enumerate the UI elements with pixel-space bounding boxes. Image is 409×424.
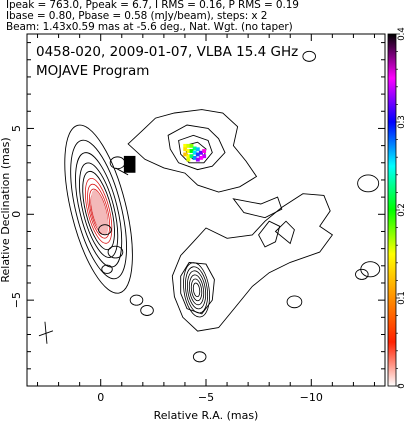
polarization-pixel <box>195 152 200 157</box>
southern-blob <box>258 220 281 248</box>
colorbar <box>387 33 397 387</box>
colorbar-tick-label: 0 <box>397 383 407 388</box>
polarization-pixel <box>186 154 191 159</box>
header-line-1: Ipeak = 763.0, Ppeak = 6.7, I RMS = 0.16… <box>6 0 299 11</box>
polarization-pixel <box>202 149 207 153</box>
polarization-pixel <box>186 149 191 153</box>
polarization-pixel <box>189 149 194 153</box>
noise-contour <box>129 294 144 306</box>
noise-contour <box>109 156 126 170</box>
ticks <box>27 34 385 387</box>
noise-contour <box>192 351 207 363</box>
noise-contour <box>101 264 113 274</box>
polarization-pixel <box>199 155 203 160</box>
connector-line <box>115 167 129 176</box>
noise-contour <box>360 261 381 278</box>
southern-contour-inner <box>188 274 205 306</box>
core-peak <box>91 190 109 236</box>
polarization-pixel <box>183 147 188 152</box>
plot-frame <box>26 33 386 387</box>
polarization-pixel <box>195 157 200 162</box>
polarization-pixel <box>192 146 197 151</box>
noise-contour <box>140 304 154 316</box>
polarization-pixel <box>199 150 203 155</box>
southern-contour-inner <box>192 282 201 298</box>
colorbar-tick-label: 0.3 <box>397 115 407 129</box>
core-contour <box>70 139 127 280</box>
polarization-pixel <box>195 147 200 152</box>
knot-contour-3 <box>178 134 213 164</box>
chart-subtitle: MOJAVE Program <box>36 63 149 79</box>
x-tick-label: −10 <box>300 391 323 404</box>
polarization-pixel <box>189 143 194 148</box>
header-line-3: Beam: 1.43x0.59 mas at -5.6 deg., Nat. W… <box>6 21 293 33</box>
core-contour <box>84 178 113 244</box>
x-axis-label: Relative R.A. (mas) <box>154 409 259 422</box>
noise-contour <box>355 268 369 280</box>
southern-contour-inner <box>185 266 209 314</box>
chart-title: 0458-020, 2009-01-07, VLBA 15.4 GHz <box>36 44 298 60</box>
header-line-2: Ibase = 0.80, Pbase = 0.58 (mJy/beam), s… <box>6 10 268 22</box>
core-contour <box>75 152 123 268</box>
contour-layer <box>38 50 381 363</box>
colorbar-tick-label: 0.1 <box>397 291 407 305</box>
eastern-loop <box>232 196 283 219</box>
noise-contour <box>302 50 316 62</box>
noise-contour <box>357 174 380 193</box>
knot-contour-2 <box>167 124 226 171</box>
polarization-pixel <box>186 143 191 148</box>
y-tick-label: 0 <box>10 211 23 218</box>
noise-contour <box>107 245 124 259</box>
polarization-pixel <box>192 150 197 155</box>
noise-contour <box>98 224 112 236</box>
southern-contour-inner <box>190 278 203 302</box>
y-tick-label: −5 <box>10 292 23 308</box>
polarization-pixel <box>189 154 194 159</box>
core-contour <box>64 124 133 294</box>
polarization-pixel <box>183 143 188 148</box>
noise-contour <box>286 295 303 309</box>
colorbar-tick-label: 0.4 <box>397 27 407 41</box>
y-tick-label: 5 <box>10 125 23 132</box>
polarization-pixel <box>186 157 191 162</box>
knot-outer-contour <box>127 109 258 193</box>
colorbar-tick-label: 0.2 <box>397 203 407 217</box>
polarization-pixel <box>183 152 188 157</box>
polarization-pixel <box>202 154 207 159</box>
southern-contour-2 <box>180 261 215 315</box>
southern-contour-inner <box>186 270 207 310</box>
x-tick-label: −5 <box>198 391 214 404</box>
southern-blob-2 <box>274 220 295 245</box>
southern-contour-inner <box>183 262 211 318</box>
y-axis-label: Relative Declination (mas) <box>0 137 12 282</box>
saturated-pixels <box>123 155 136 173</box>
x-tick-label: 0 <box>97 391 104 404</box>
core-contour <box>79 162 119 258</box>
beam-marker <box>44 321 48 344</box>
core-contour <box>87 183 111 239</box>
polarization-pixel <box>192 155 197 160</box>
